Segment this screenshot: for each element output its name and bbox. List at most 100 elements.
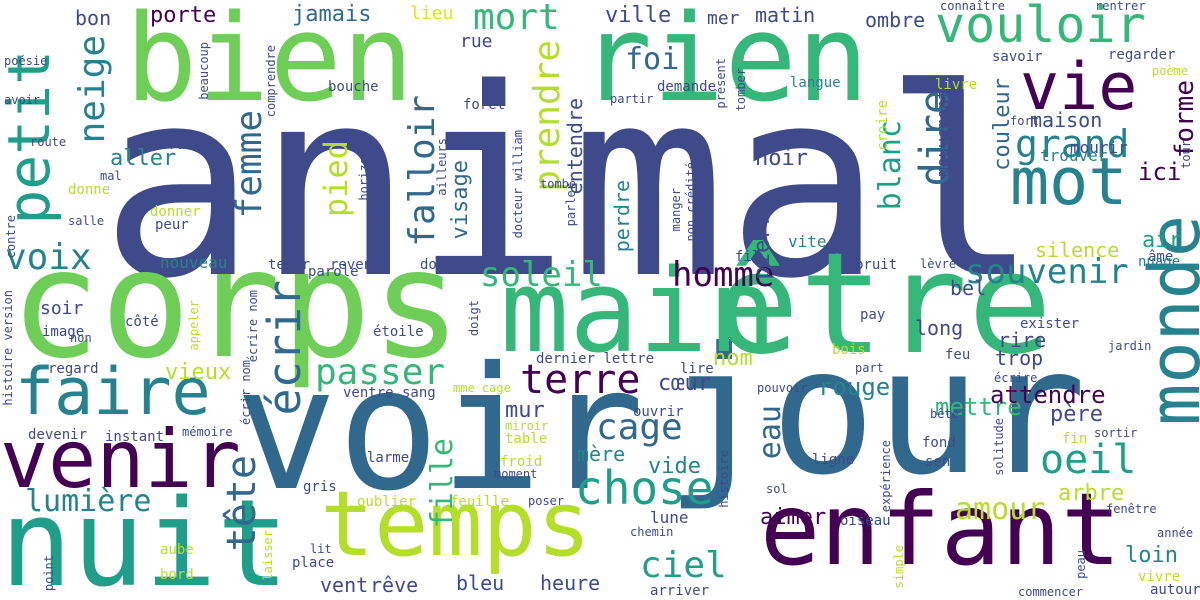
word-devenir: devenir (28, 427, 88, 443)
word-ombre: ombre (865, 8, 926, 32)
word-passer: passer (315, 352, 446, 393)
word-feuille: feuille (450, 494, 510, 510)
word-rire: rire (998, 328, 1047, 352)
word-larme: larme (367, 450, 410, 466)
word-moment: moment (494, 467, 538, 481)
word-bord: bord (160, 567, 194, 583)
word-forêt: forêt (463, 97, 506, 113)
word-noir: noir (755, 146, 808, 171)
word-dernier-lettre: dernier lettre (536, 351, 655, 367)
word-mur: mur (505, 398, 545, 423)
word-lit: lit (310, 542, 332, 556)
word-mot: mot (1010, 145, 1128, 220)
word-comprendre: comprendre (264, 45, 278, 118)
word-écrir-nom: écrir nom (239, 360, 253, 426)
word-ville: ville (605, 3, 672, 28)
word-main: main (500, 245, 777, 379)
word-route: route (30, 135, 67, 149)
word-lune: lune (650, 508, 689, 527)
word-partir: partir (610, 92, 654, 106)
word-trouver: trouver (1040, 146, 1108, 165)
word-lieu: lieu (410, 3, 454, 24)
word-aimer: aimer (760, 505, 827, 530)
word-croire: croire (875, 100, 891, 151)
word-vent: vent (320, 573, 369, 597)
word-peau: peau (1074, 550, 1088, 579)
word-pouvoir: pouvoir (757, 381, 808, 395)
word-bras: bras (160, 137, 194, 153)
word-année: année (1157, 526, 1194, 540)
word-image: image (42, 324, 85, 340)
word-horizon: horizon (357, 150, 371, 201)
word-bleu: bleu (456, 571, 505, 595)
word-écrire-nom: écrire nom (246, 290, 260, 363)
word-non-crédité: non crédité (684, 162, 698, 242)
word-attendre: attendre (990, 381, 1106, 409)
word-feu: feu (945, 347, 971, 363)
word-prendre: prendre (527, 40, 568, 192)
word-vie: vie (1020, 50, 1138, 125)
word-non: non (70, 331, 92, 345)
word-grand: grand (1015, 122, 1130, 166)
word-chemin: chemin (630, 525, 674, 539)
word-foi: foi (625, 42, 680, 77)
word-expérience: expérience (879, 440, 893, 513)
word-bon: bon (75, 6, 112, 30)
word-oublier: oublier (357, 494, 417, 510)
word-rue: rue (460, 31, 493, 52)
word-femme: femme (229, 110, 270, 219)
word-vieux: vieux (165, 360, 232, 385)
word-eau: eau (753, 405, 788, 460)
word-soleil: soleil (480, 255, 603, 295)
word-bruit: bruit (855, 257, 898, 273)
word-être: être (715, 223, 1053, 386)
word-fond: fond (922, 435, 956, 451)
word-heure: heure (540, 571, 601, 595)
word-nom: nom (713, 346, 753, 371)
word-froid: froid (500, 454, 543, 470)
word-ventre-sang: ventre sang (343, 385, 436, 401)
word-savoir: savoir (992, 49, 1043, 65)
word-autour: autour (1150, 582, 1200, 598)
word-poser: poser (528, 494, 565, 508)
word-vite: vite (788, 232, 827, 251)
word-oiseau: oiseau (840, 513, 891, 529)
word-soir: soir (40, 298, 84, 319)
word-arbre: arbre (1058, 481, 1125, 506)
word-lire: lire (680, 361, 714, 377)
word-nouveau: nouveau (160, 253, 228, 272)
word-lèvre: lèvre (920, 257, 957, 271)
word-ailleurs: ailleurs (435, 138, 449, 196)
word-air: air (1142, 228, 1182, 253)
word-laisser: laisser (261, 530, 275, 581)
word-faire: faire (15, 355, 211, 430)
word-père: père (1050, 402, 1103, 427)
word-jardin: jardin (1108, 339, 1152, 353)
word-rentrer: rentrer (1095, 0, 1146, 13)
word-aller: aller (110, 146, 177, 171)
word-regard: regard (48, 361, 99, 377)
word-homme: homme (672, 255, 775, 295)
word-table: table (505, 431, 548, 447)
word-ligne: ligne (812, 452, 855, 468)
word-miroir: miroir (505, 419, 549, 433)
word-parole: parole (308, 264, 359, 280)
word-corps: corps (10, 218, 462, 392)
word-souvenir: souvenir (965, 252, 1129, 292)
word-peur: peur (155, 217, 189, 233)
word-vouloir: vouloir (935, 0, 1146, 54)
word-nuit: nuit (0, 475, 289, 600)
word-rêve: rêve (370, 573, 419, 597)
word-mme-cage: mme cage (453, 381, 511, 395)
word-salle: salle (68, 214, 105, 228)
word-regarder: regarder (1108, 47, 1176, 63)
word-contre: contre (4, 215, 18, 259)
word-tête: tête (219, 455, 265, 552)
word-donner: donner (150, 204, 201, 220)
word-mouvement: mouvement (933, 90, 952, 177)
word-place: place (292, 555, 335, 571)
word-voix: voix (5, 237, 92, 278)
word-bouche: bouche (328, 79, 379, 95)
word-mourir: mourir (1070, 138, 1128, 157)
